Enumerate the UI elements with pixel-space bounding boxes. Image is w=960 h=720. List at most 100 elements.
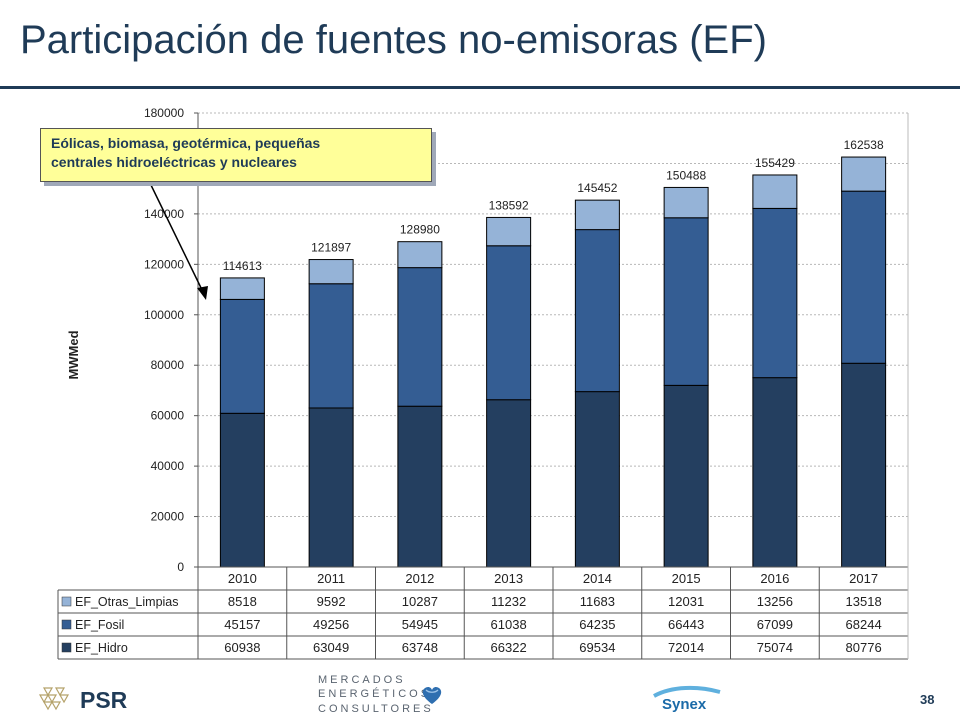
total-label: 138592 <box>489 198 529 212</box>
bar-segment-ef-otras-limpias <box>663 186 709 219</box>
heart-globe-icon <box>422 686 442 704</box>
table-cell: 11232 <box>491 594 526 609</box>
legend-swatch <box>61 596 72 607</box>
table-cell: 67099 <box>757 617 793 632</box>
table-cell: 10287 <box>402 594 438 609</box>
bar-segment-ef-hidro <box>219 412 265 568</box>
table-cell: 68244 <box>846 617 882 632</box>
x-tick-label: 2016 <box>760 571 789 586</box>
bar-segment-ef-hidro <box>574 391 620 568</box>
table-cell: 66322 <box>491 640 527 655</box>
me-line-3: CONSULTORES <box>318 703 434 715</box>
bar-segment-ef-hidro <box>663 384 709 568</box>
y-tick-label: 80000 <box>151 358 185 372</box>
y-tick-label: 0 <box>177 560 184 574</box>
bar-segment-ef-fosil <box>752 207 798 379</box>
bar-segment-ef-fosil <box>574 229 620 393</box>
table-cell: 80776 <box>846 640 882 655</box>
table-cell: 13518 <box>846 594 882 609</box>
bar-segment-ef-otras-limpias <box>841 156 887 192</box>
total-label: 155429 <box>755 156 795 170</box>
table-cell: 72014 <box>668 640 704 655</box>
bar-segment-ef-fosil <box>219 298 265 414</box>
total-label: 162538 <box>844 138 884 152</box>
y-axis-title: MWMed <box>66 330 81 379</box>
table-cell: 63748 <box>402 640 438 655</box>
bar-segment-ef-fosil <box>486 245 532 401</box>
table-cell: 63049 <box>313 640 349 655</box>
bar-segment-ef-otras-limpias <box>486 216 532 247</box>
y-tick-label: 40000 <box>151 459 185 473</box>
mercados-energeticos-logo: MERCADOS ENERGÉTICOS CONSULTORES <box>318 672 458 720</box>
bar-segment-ef-fosil <box>397 267 443 407</box>
y-tick-label: 20000 <box>151 510 185 524</box>
y-tick-label: 100000 <box>144 308 184 322</box>
table-cell: 13256 <box>757 594 793 609</box>
psr-wordmark: PSR <box>80 687 128 713</box>
table-cell: 66443 <box>668 617 704 632</box>
title-divider <box>0 86 960 89</box>
x-tick-label: 2011 <box>317 571 345 586</box>
y-tick-label: 120000 <box>144 257 184 271</box>
x-tick-label: 2010 <box>228 571 257 586</box>
bar-segment-ef-hidro <box>752 377 798 568</box>
table-cell: 49256 <box>313 617 349 632</box>
bar-segment-ef-hidro <box>486 399 532 568</box>
callout-arrow-line <box>149 182 205 295</box>
x-tick-label: 2017 <box>849 571 878 586</box>
table-cell: 61038 <box>491 617 527 632</box>
callout-box: Eólicas, biomasa, geotérmica, pequeñas c… <box>40 128 432 182</box>
x-tick-label: 2013 <box>494 571 523 586</box>
synex-wordmark: Synex <box>662 696 707 713</box>
total-label: 114613 <box>223 259 262 273</box>
bar-segment-ef-otras-limpias <box>574 199 620 231</box>
bar-segment-ef-otras-limpias <box>752 174 798 209</box>
table-cell: 75074 <box>757 640 793 655</box>
x-tick-label: 2014 <box>583 571 612 586</box>
synex-logo: Synex <box>652 684 724 720</box>
table-cell: 8518 <box>228 594 257 609</box>
me-line-1: MERCADOS <box>318 674 406 686</box>
bar-segment-ef-otras-limpias <box>397 241 443 269</box>
bar-segment-ef-fosil <box>663 217 709 386</box>
table-cell: 64235 <box>579 617 615 632</box>
table-cell: 60938 <box>224 640 260 655</box>
y-tick-label: 60000 <box>151 409 185 423</box>
table-cell: 54945 <box>402 617 438 632</box>
x-tick-label: 2012 <box>405 571 434 586</box>
y-tick-label: 180000 <box>144 106 184 120</box>
bar-segment-ef-hidro <box>397 405 443 568</box>
table-cell: 11683 <box>580 594 615 609</box>
legend-label: EF_Fosil <box>75 618 124 632</box>
table-cell: 9592 <box>317 594 346 609</box>
callout-line-2: centrales hidroeléctricas y nucleares <box>51 154 297 170</box>
legend-swatch <box>61 642 72 653</box>
x-tick-label: 2015 <box>672 571 701 586</box>
y-tick-label: 140000 <box>144 207 184 221</box>
psr-logo: PSR <box>38 684 148 716</box>
page-number: 38 <box>920 692 935 707</box>
callout-line-1: Eólicas, biomasa, geotérmica, pequeñas <box>51 135 321 151</box>
legend-swatch <box>61 619 72 630</box>
total-label: 121897 <box>311 241 351 255</box>
legend-label: EF_Hidro <box>75 641 128 655</box>
bar-segment-ef-fosil <box>841 190 887 364</box>
me-line-2: ENERGÉTICOS <box>318 688 432 700</box>
table-cell: 12031 <box>668 594 704 609</box>
table-cell: 45157 <box>224 617 260 632</box>
bar-segment-ef-hidro <box>308 407 354 568</box>
table-cell: 69534 <box>579 640 615 655</box>
bar-segment-ef-otras-limpias <box>219 277 265 300</box>
total-label: 128980 <box>400 223 440 237</box>
bar-segment-ef-hidro <box>841 362 887 568</box>
bar-segment-ef-otras-limpias <box>308 259 354 285</box>
total-label: 145452 <box>577 181 617 195</box>
total-label: 150488 <box>666 168 706 182</box>
page-title: Participación de fuentes no-emisoras (EF… <box>20 18 767 62</box>
synex-swoosh-icon <box>653 685 721 698</box>
callout-arrowhead <box>197 286 208 300</box>
bar-segment-ef-fosil <box>308 283 354 409</box>
legend-label: EF_Otras_Limpias <box>75 595 179 609</box>
